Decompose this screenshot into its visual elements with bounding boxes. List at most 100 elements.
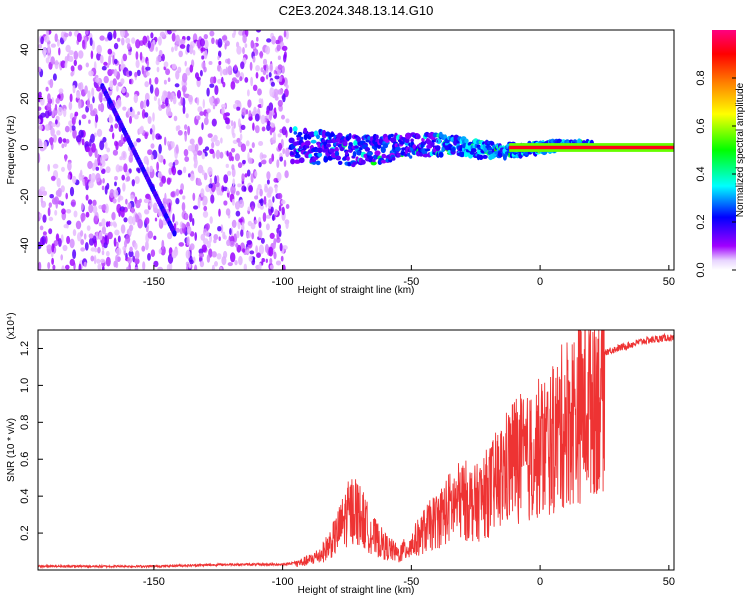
spectrogram-noise-cell (48, 228, 53, 235)
spectrogram-signal-cell (434, 145, 441, 151)
spectrogram-noise-cell (72, 129, 77, 139)
spectrogram-noise-cell (116, 203, 122, 214)
spectrogram-noise-cell (56, 39, 60, 47)
spectrogram-noise-cell (172, 213, 175, 223)
spectrogram-noise-cell (208, 61, 213, 65)
spectrogram-noise-cell (163, 158, 166, 165)
spectrogram-noise-cell (229, 228, 232, 235)
spectrogram-noise-cell (157, 36, 162, 46)
spectrogram-noise-cell (64, 125, 70, 133)
spectrogram-noise-cell (238, 199, 245, 208)
spectrogram-noise-cell (200, 233, 206, 241)
spectrogram-noise-cell (51, 243, 55, 253)
spectrogram-noise-cell (281, 45, 288, 52)
spectrogram-noise-cell (143, 99, 147, 109)
spectrogram-noise-cell (61, 265, 65, 270)
spectrogram-noise-cell (57, 187, 62, 198)
spectrogram-noise-cell (186, 236, 190, 246)
spectrogram-noise-cell (116, 241, 119, 248)
spectrogram-noise-cell (236, 106, 241, 111)
spectrogram-noise-cell (266, 179, 270, 185)
spectrogram-noise-cell (119, 156, 123, 161)
spectrogram-noise-cell (47, 93, 51, 102)
spectrogram-noise-cell (121, 57, 124, 67)
spectrogram-noise-cell (75, 135, 82, 143)
spectrogram-noise-cell (101, 226, 106, 235)
spectrogram-noise-cell (147, 230, 153, 239)
spectrogram-signal-cell (356, 150, 361, 156)
spectrogram-noise-cell (49, 78, 54, 89)
spectrogram-noise-cell (135, 59, 140, 69)
spectrogram-signal-cell (337, 160, 343, 165)
spectrogram-noise-cell (164, 192, 167, 203)
spectrogram-noise-cell (223, 200, 228, 206)
spectrogram-noise-cell (194, 158, 198, 167)
spectrogram-noise-cell (244, 43, 248, 48)
spectrogram-noise-cell (260, 114, 266, 125)
spectrogram-noise-cell (149, 165, 153, 173)
spectrogram-noise-cell (133, 141, 138, 147)
spectrogram-noise-cell (184, 124, 188, 130)
spectrogram-noise-cell (81, 202, 84, 211)
spectrogram-x-tick-label: -50 (403, 276, 419, 288)
spectrogram-noise-cell (90, 255, 95, 262)
spectrogram-noise-cell (108, 55, 112, 66)
spectrogram-noise-cell (285, 147, 290, 158)
spectrogram-signal-cell (451, 146, 456, 152)
spectrogram-noise-cell (156, 66, 160, 73)
snr-y-tick-label: 1.0 (19, 378, 31, 393)
spectrogram-noise-cell (144, 209, 148, 215)
spectrogram-signal-cell (438, 151, 444, 158)
spectrogram-noise-cell (159, 31, 166, 37)
spectrogram-noise-cell (68, 31, 73, 37)
spectrogram-noise-cell (275, 260, 282, 266)
spectrogram-noise-cell (192, 218, 195, 226)
spectrogram-noise-cell (226, 239, 231, 247)
spectrogram-noise-cell (258, 262, 262, 270)
spectrogram-noise-cell (231, 148, 236, 153)
spectrogram-noise-cell (134, 242, 138, 250)
spectrogram-noise-cell (88, 237, 95, 246)
spectrogram-signal-cell (367, 151, 373, 156)
spectrogram-noise-cell (234, 153, 240, 162)
spectrogram-noise-cell (265, 223, 270, 231)
spectrogram-noise-cell (83, 261, 88, 268)
spectrogram-noise-cell (135, 213, 138, 220)
spectrogram-noise-cell (167, 232, 173, 240)
spectrogram-noise-cell (138, 198, 142, 203)
spectrogram-noise-cell (96, 128, 103, 137)
spectrogram-signal-cell (288, 137, 295, 144)
spectrogram-noise-cell (218, 236, 221, 241)
spectrogram-noise-cell (66, 209, 72, 214)
spectrogram-noise-cell (143, 155, 149, 165)
spectrogram-noise-cell (105, 256, 111, 267)
spectrogram-panel: -150 -100 -50 0 50 -40 -20 0 20 40 Height of str… (6, 29, 675, 296)
spectrogram-noise-cell (268, 158, 273, 165)
spectrogram-noise-cell (108, 128, 114, 132)
spectrogram-noise-cell (144, 132, 148, 140)
spectrogram-noise-cell (237, 183, 242, 188)
spectrogram-noise-cell (243, 186, 247, 192)
spectrogram-frame (37, 29, 675, 271)
spectrogram-noise-cell (125, 198, 128, 205)
spectrogram-noise-cell (40, 196, 43, 204)
spectrogram-noise-cell (273, 107, 277, 114)
spectrogram-noise-cell (39, 225, 44, 231)
spectrogram-noise-cell (160, 104, 166, 109)
spectrogram-noise-cell (158, 143, 162, 154)
spectrogram-noise-cell (157, 152, 162, 162)
spectrogram-noise-cell (281, 206, 285, 216)
spectrogram-noise-cell (147, 116, 152, 124)
spectrogram-noise-cell (196, 76, 201, 82)
spectrogram-noise-cell (134, 257, 140, 265)
spectrogram-noise-cell (134, 176, 140, 184)
spectrogram-noise-cell (199, 260, 205, 268)
spectrogram-carrier-line (509, 145, 674, 150)
spectrogram-noise-cell (264, 185, 269, 193)
spectrogram-signal-cell (294, 153, 301, 159)
spectrogram-noise-cell (70, 125, 76, 131)
spectrogram-noise-cell (206, 254, 211, 263)
spectrogram-noise-cell (94, 247, 98, 253)
spectrogram-noise-cell (276, 44, 281, 52)
spectrogram-noise-cell (239, 133, 243, 141)
